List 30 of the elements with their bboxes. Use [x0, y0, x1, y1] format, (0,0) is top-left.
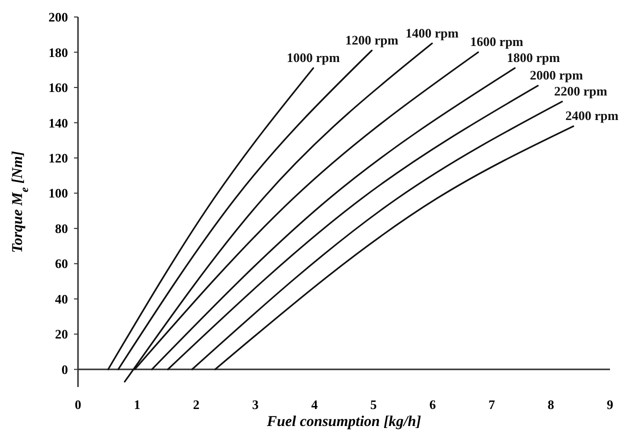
x-tick-label: 4: [311, 397, 318, 412]
series-label: 1800 rpm: [506, 50, 560, 66]
series-label: 2200 rpm: [554, 84, 608, 99]
x-tick-label: 6: [429, 397, 436, 412]
series-label: 1000 rpm: [286, 50, 340, 66]
series-label: 1200 rpm: [345, 32, 398, 48]
x-tick-label: 9: [606, 397, 614, 412]
y-tick-label: 160: [48, 80, 68, 96]
series-label: 2000 rpm: [530, 68, 584, 83]
x-tick-label: 7: [488, 397, 496, 412]
y-tick-label: 20: [55, 326, 68, 342]
y-tick-label: 40: [55, 291, 68, 306]
x-tick-label: 3: [252, 397, 260, 412]
series-label: 1600 rpm: [470, 34, 524, 50]
x-tick-label: 5: [370, 397, 378, 412]
y-tick-label: 0: [62, 362, 68, 377]
x-axis-title: Fuel consumption [kg/h]: [266, 414, 422, 430]
y-tick-label: 120: [48, 150, 68, 166]
y-tick-label: 80: [55, 220, 68, 236]
y-tick-label: 60: [55, 256, 68, 272]
series-label: 2400 rpm: [565, 108, 619, 124]
y-tick-label: 100: [48, 186, 68, 201]
y-tick-label: 140: [48, 115, 68, 130]
x-tick-label: 0: [74, 397, 82, 412]
y-tick-label: 180: [48, 44, 68, 60]
series-label: 1400 rpm: [406, 25, 459, 40]
x-tick-label: 2: [192, 397, 200, 412]
x-tick-label: 8: [548, 397, 555, 412]
y-tick-label: 200: [48, 10, 68, 25]
x-tick-label: 1: [134, 397, 140, 412]
